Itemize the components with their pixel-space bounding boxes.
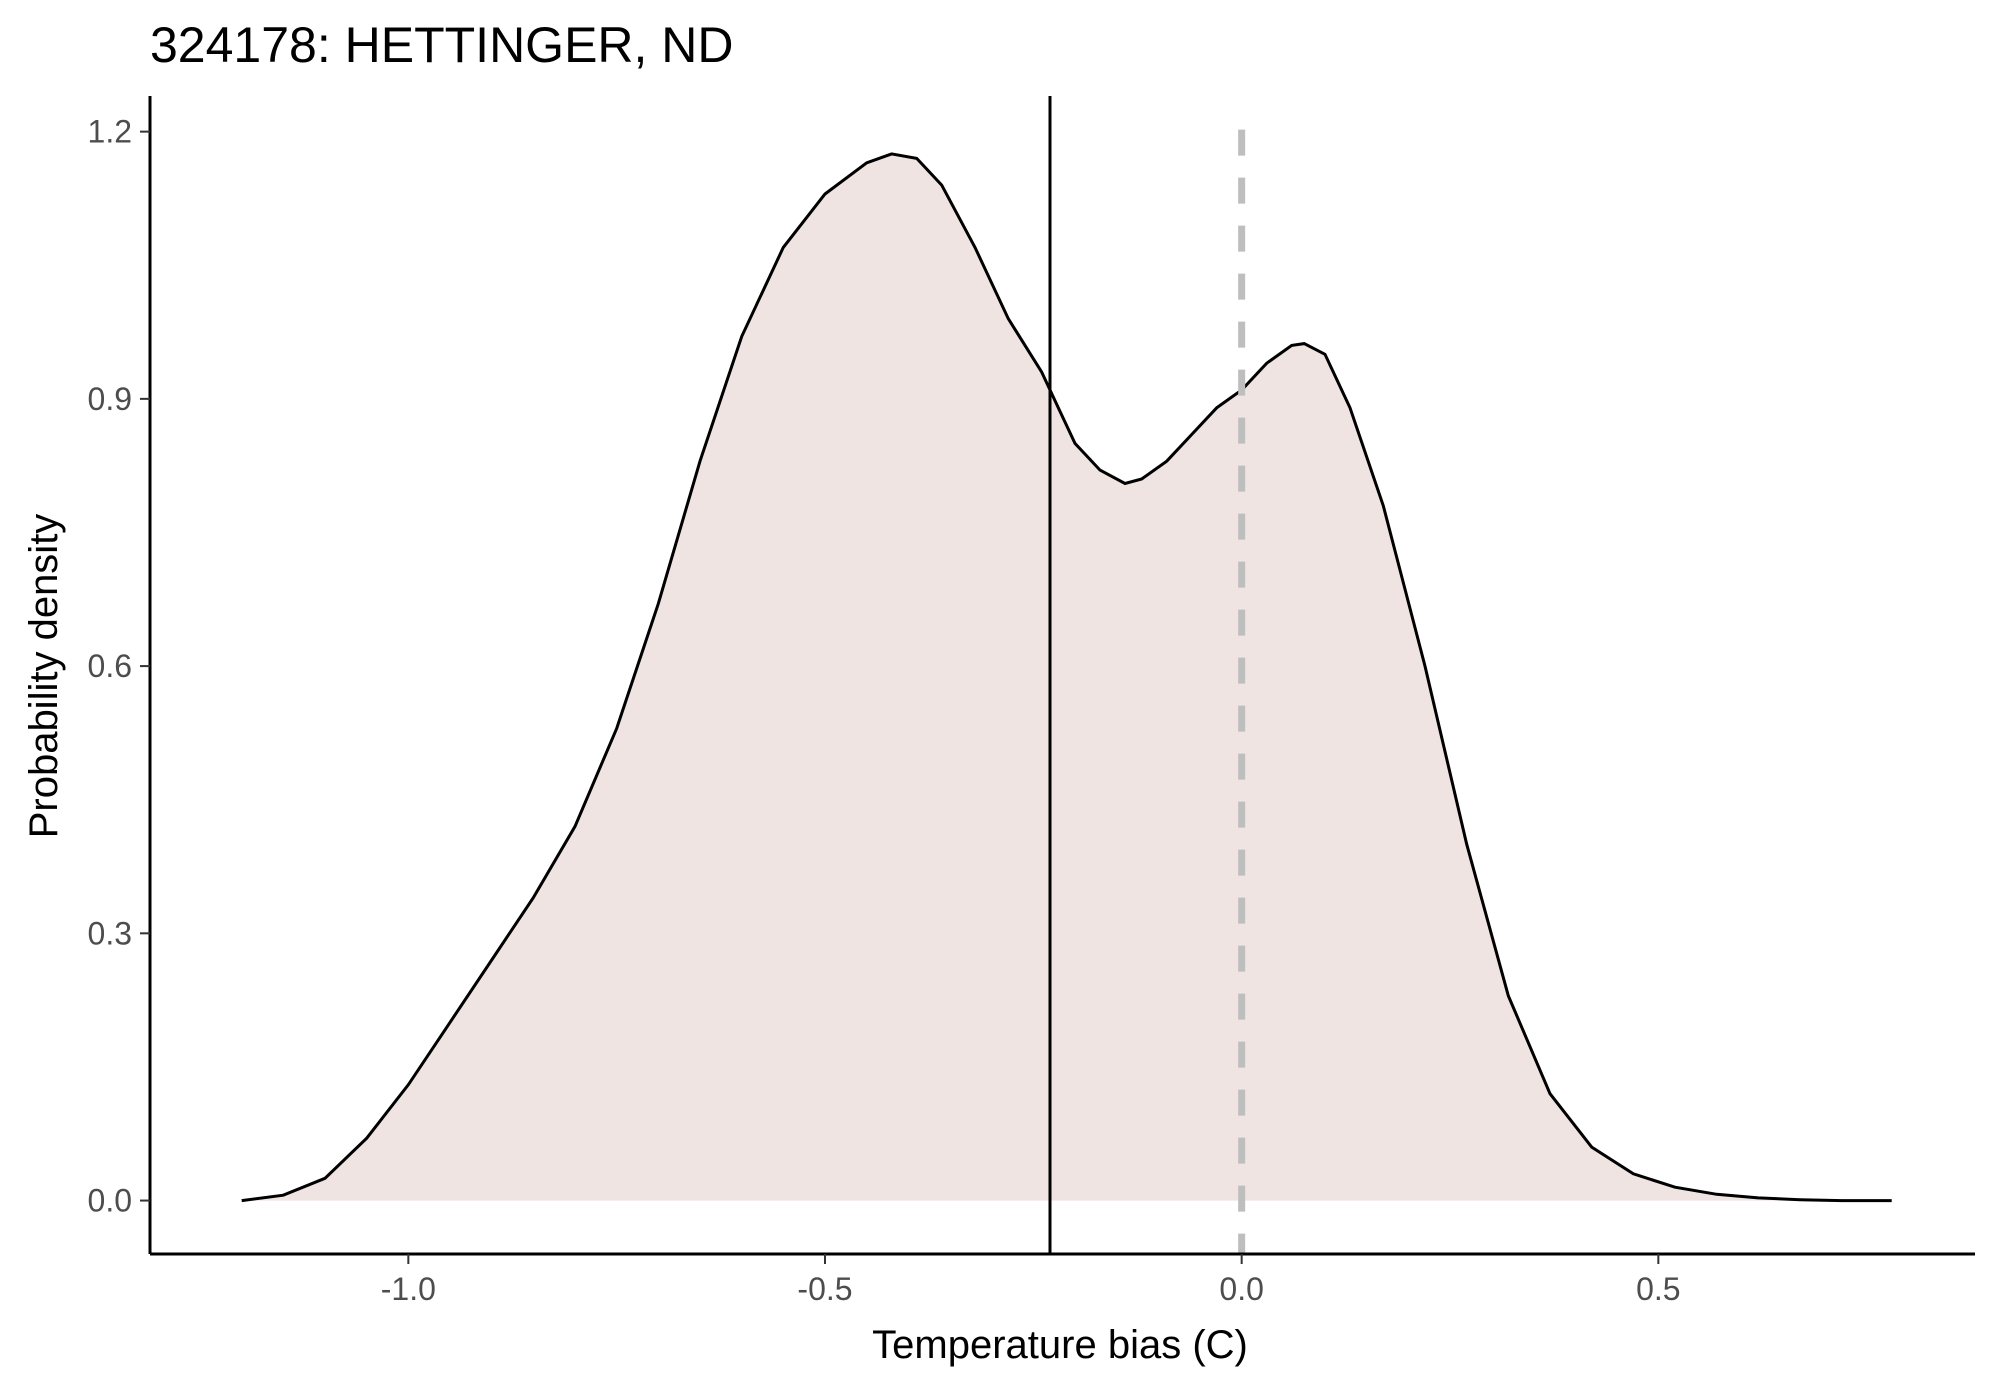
plot-area bbox=[241, 96, 1892, 1254]
chart-title: 324178: HETTINGER, ND bbox=[150, 17, 734, 73]
y-tick-label: 1.2 bbox=[88, 114, 132, 150]
y-axis-ticks: 0.0 0.3 0.6 0.9 1.2 bbox=[88, 114, 150, 1219]
y-tick-label: 0.6 bbox=[88, 648, 132, 684]
x-tick-label: -0.5 bbox=[797, 1271, 852, 1307]
y-axis-title: Probability density bbox=[22, 514, 66, 839]
y-tick-label: 0.9 bbox=[88, 381, 132, 417]
y-tick-label: 0.0 bbox=[88, 1183, 132, 1219]
density-curve bbox=[241, 152, 1892, 1203]
x-axis-title: Temperature bias (C) bbox=[872, 1323, 1248, 1367]
density-fill-area bbox=[241, 153, 1892, 1201]
y-tick-label: 0.3 bbox=[88, 915, 132, 951]
x-tick-label: -1.0 bbox=[381, 1271, 436, 1307]
x-tick-label: 0.5 bbox=[1636, 1271, 1680, 1307]
x-tick-label: 0.0 bbox=[1219, 1271, 1263, 1307]
reference-lines bbox=[1048, 96, 1246, 1254]
x-axis-ticks: -1.0 -0.5 0.0 0.5 bbox=[381, 1254, 1681, 1307]
